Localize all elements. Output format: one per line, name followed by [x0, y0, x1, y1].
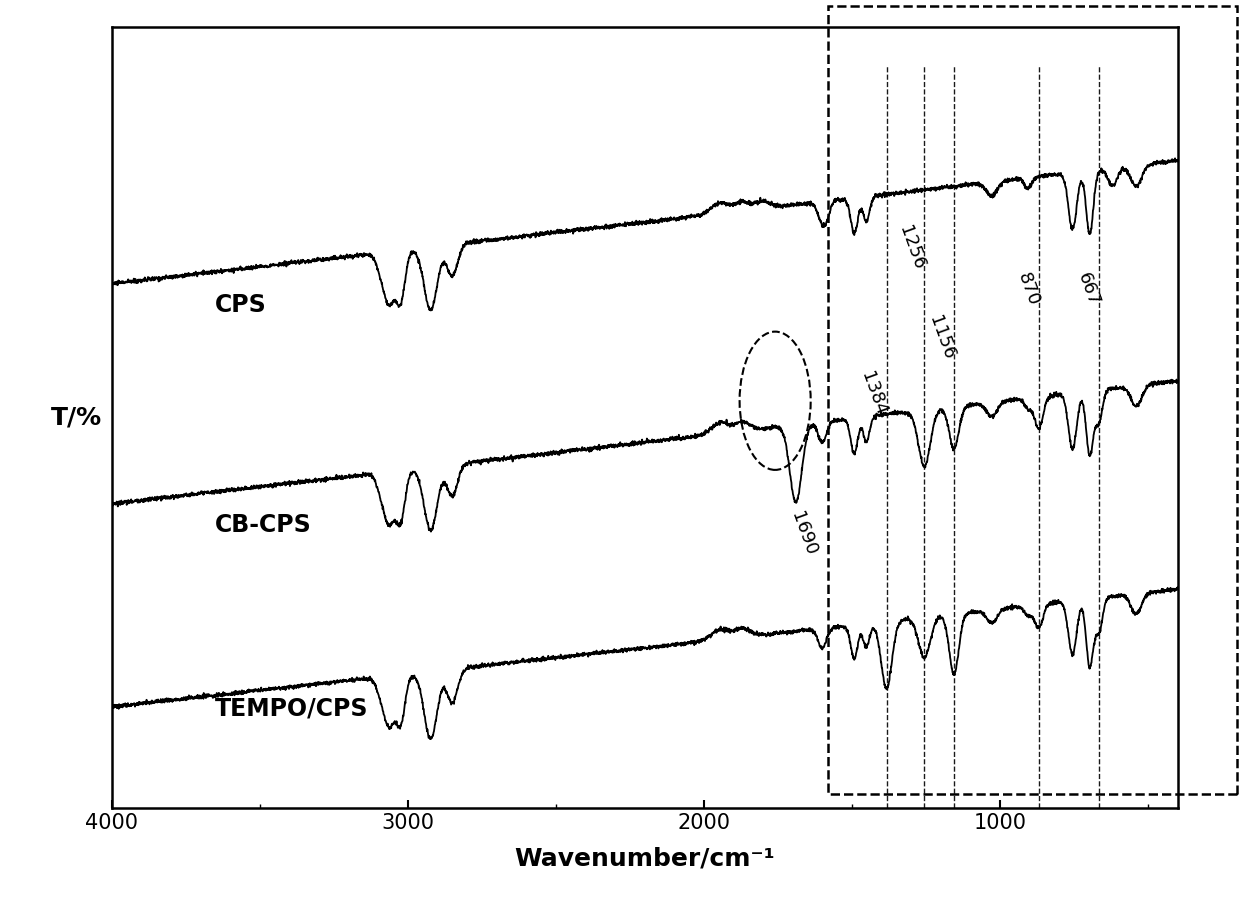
X-axis label: Wavenumber/cm⁻¹: Wavenumber/cm⁻¹ — [515, 847, 775, 871]
Text: 1256: 1256 — [895, 224, 928, 273]
Text: CB-CPS: CB-CPS — [216, 513, 312, 537]
Text: 1384: 1384 — [858, 369, 890, 418]
Text: 1156: 1156 — [925, 313, 957, 363]
Y-axis label: T/%: T/% — [51, 406, 103, 429]
Text: TEMPO/CPS: TEMPO/CPS — [216, 697, 368, 721]
Bar — [828, 6, 1238, 795]
Text: 1690: 1690 — [787, 510, 820, 559]
Text: 667: 667 — [1074, 270, 1102, 309]
Text: 870: 870 — [1014, 270, 1043, 309]
Text: CPS: CPS — [216, 293, 267, 317]
